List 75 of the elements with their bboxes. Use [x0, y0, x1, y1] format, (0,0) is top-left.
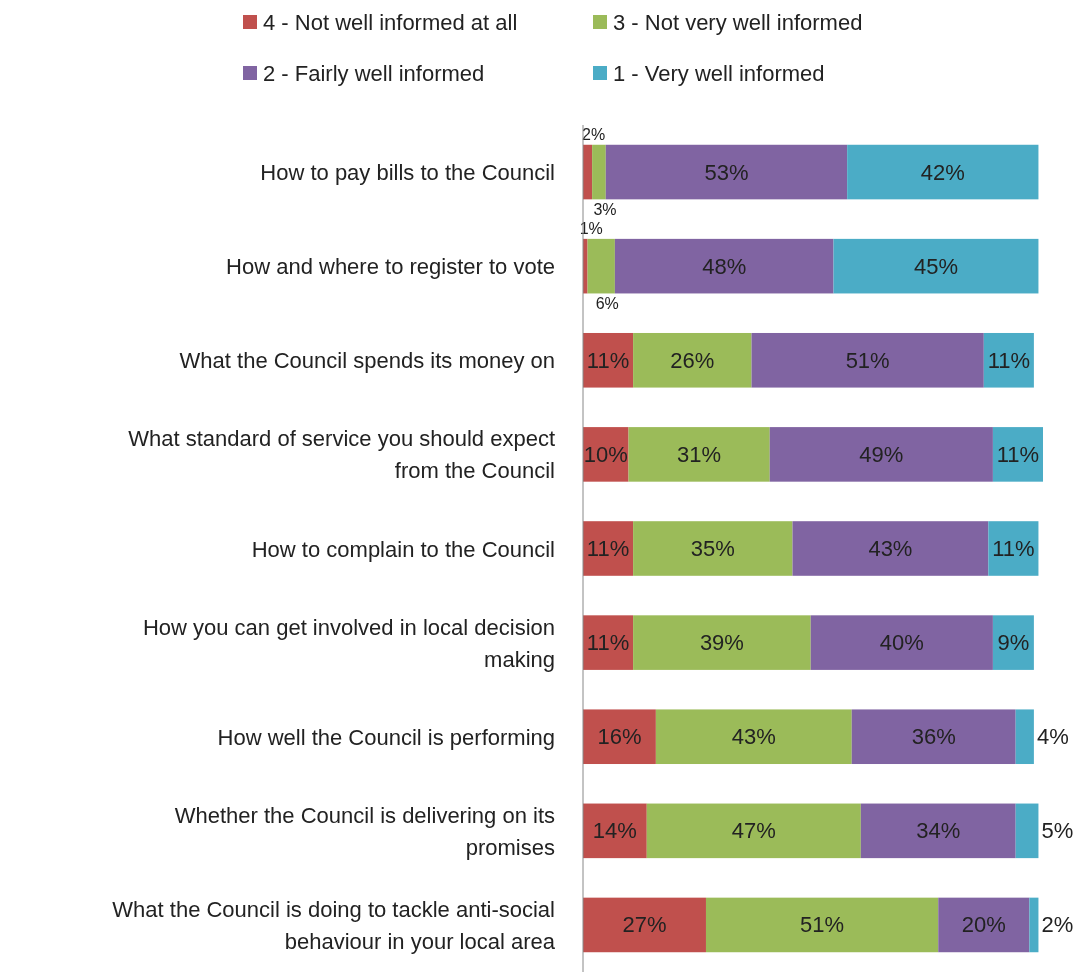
data-label: 14%: [592, 818, 637, 844]
data-label: 34%: [916, 818, 961, 844]
bar: [1015, 709, 1034, 765]
bar: [833, 238, 1039, 294]
data-label: 2%: [581, 126, 606, 144]
data-label: 1%: [579, 220, 603, 238]
y-tick-label: What the Council spends its money on: [179, 347, 555, 373]
data-label: 11%: [996, 441, 1040, 467]
bar: [592, 144, 606, 200]
bar: [583, 897, 706, 953]
bar: [851, 709, 1016, 765]
bar: [860, 803, 1016, 859]
bar: [655, 709, 852, 765]
bar: [938, 897, 1030, 953]
bar: [628, 427, 770, 482]
data-label: 11%: [992, 536, 1035, 561]
data-label: 11%: [987, 347, 1031, 373]
bar: [751, 332, 984, 388]
data-label: 43%: [731, 724, 776, 750]
data-label: 6%: [595, 294, 619, 312]
y-tick-label: What the Council is doing to tackle anti-social behaviour in your local area: [112, 896, 556, 954]
bar: [810, 615, 993, 670]
data-label: 45%: [913, 253, 958, 279]
y-tick-label: How well the Council is performing: [217, 724, 555, 750]
data-label: 39%: [699, 630, 744, 656]
bar: [705, 897, 939, 953]
bar: [646, 803, 861, 859]
y-tick-label: Whether the Council is delivering on its promises: [174, 802, 555, 860]
data-label: 11%: [586, 347, 630, 373]
data-label: 42%: [920, 159, 965, 185]
y-tick-label: How and where to register to vote: [226, 253, 555, 279]
bar: [614, 238, 834, 294]
data-label: 40%: [879, 630, 924, 656]
bar: [633, 521, 793, 576]
data-label: 11%: [586, 630, 630, 656]
y-tick-label: How to complain to the Council: [251, 536, 555, 561]
data-label: 26%: [670, 347, 715, 373]
data-label: 36%: [911, 724, 956, 750]
bar: [587, 238, 615, 294]
data-label: 43%: [868, 536, 913, 561]
bar: [583, 709, 656, 765]
legend-label: 3 - Not very well informed: [613, 9, 863, 35]
data-label: 3%: [593, 200, 617, 218]
bar: [792, 521, 989, 576]
bar: [847, 144, 1039, 200]
data-label: 10%: [583, 441, 628, 467]
data-label: 31%: [677, 441, 722, 467]
legend-label: 1 - Very well informed: [613, 60, 825, 86]
data-label: 5%: [1041, 818, 1074, 844]
data-label: 53%: [704, 159, 749, 185]
data-label: 48%: [702, 253, 747, 279]
y-tick-label: How to pay bills to the Council: [260, 159, 555, 185]
bar: [633, 332, 752, 388]
bar: [605, 144, 848, 200]
bar: [1029, 897, 1039, 953]
data-label: 16%: [597, 724, 642, 750]
bar: [988, 521, 1039, 576]
data-label: 35%: [690, 536, 735, 561]
legend-label: 2 - Fairly well informed: [263, 60, 485, 86]
bar: [633, 615, 811, 670]
data-label: 9%: [997, 630, 1030, 656]
data-label: 27%: [622, 912, 667, 938]
data-label: 47%: [731, 818, 776, 844]
data-label: 20%: [961, 912, 1006, 938]
data-label: 2%: [1041, 912, 1074, 938]
legend-label: 4 - Not well informed at all: [263, 9, 518, 35]
data-label: 51%: [845, 347, 890, 373]
y-tick-label: How you can get involved in local decision making: [142, 614, 555, 672]
data-label: 4%: [1036, 724, 1069, 750]
data-label: 49%: [859, 441, 904, 467]
y-tick-label: What standard of service you should expect from the Council: [128, 425, 555, 483]
data-label: 11%: [586, 536, 630, 561]
bar: [769, 427, 993, 482]
bar: [1015, 803, 1039, 859]
data-label: 51%: [800, 912, 845, 938]
